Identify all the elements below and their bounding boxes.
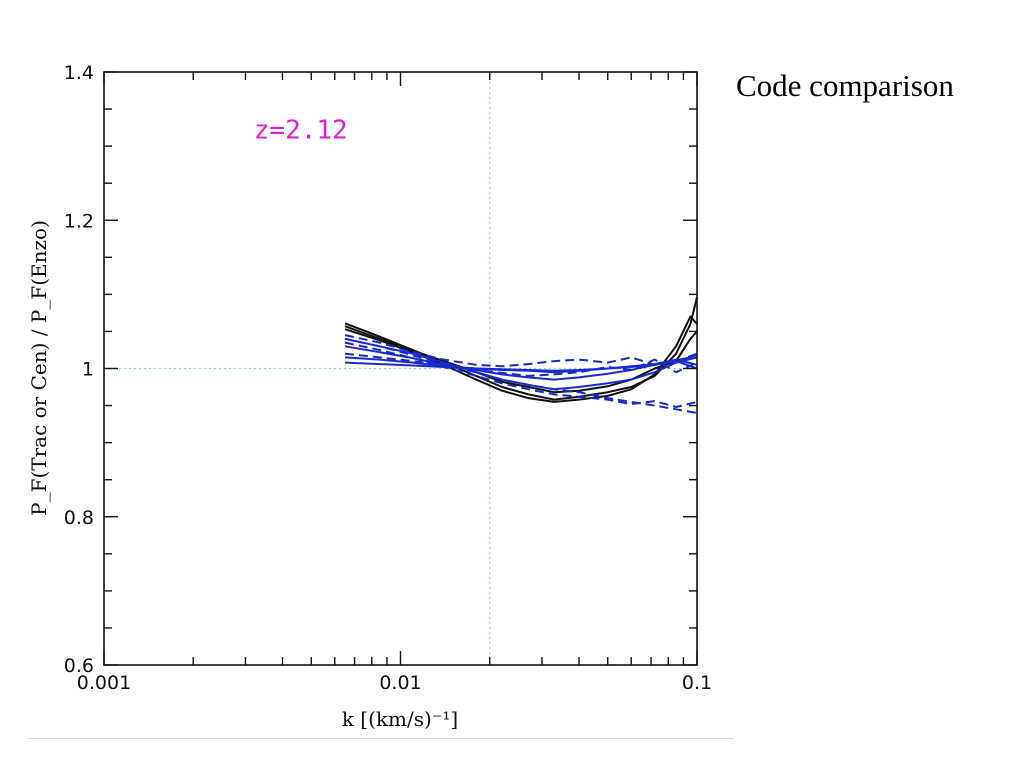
x-axis-label: k [(km/s)⁻¹] — [342, 707, 458, 731]
y-tick-label: 0.8 — [64, 507, 94, 529]
x-tick-label: 0.001 — [77, 672, 131, 694]
series-line-8 — [344, 334, 698, 368]
redshift-annotation: z=2.12 — [254, 116, 348, 146]
y-tick-label: 1.2 — [64, 210, 94, 232]
series-line-9 — [344, 337, 698, 414]
series-line-11 — [344, 352, 698, 377]
series-line-2 — [344, 315, 698, 403]
divider-line — [28, 738, 734, 739]
series-layer — [344, 297, 698, 414]
series-line-10 — [344, 341, 698, 408]
tick-labels: 0.001 0.01 0.1 0.6 0.8 1 1.2 1.4 — [64, 62, 712, 694]
series-line-7 — [344, 360, 698, 372]
y-tick-label: 1 — [82, 359, 94, 381]
series-line-3 — [344, 325, 698, 394]
slide-title: Code comparison — [736, 68, 954, 103]
y-tick-label: 0.6 — [64, 655, 94, 677]
x-tick-label: 0.01 — [379, 672, 421, 694]
axis-ticks — [103, 71, 698, 666]
x-tick-label: 0.1 — [682, 672, 712, 694]
y-axis-label: P_F(Trac or Cen) / P_F(Enzo) — [27, 220, 51, 516]
y-tick-label: 1.4 — [64, 62, 94, 84]
